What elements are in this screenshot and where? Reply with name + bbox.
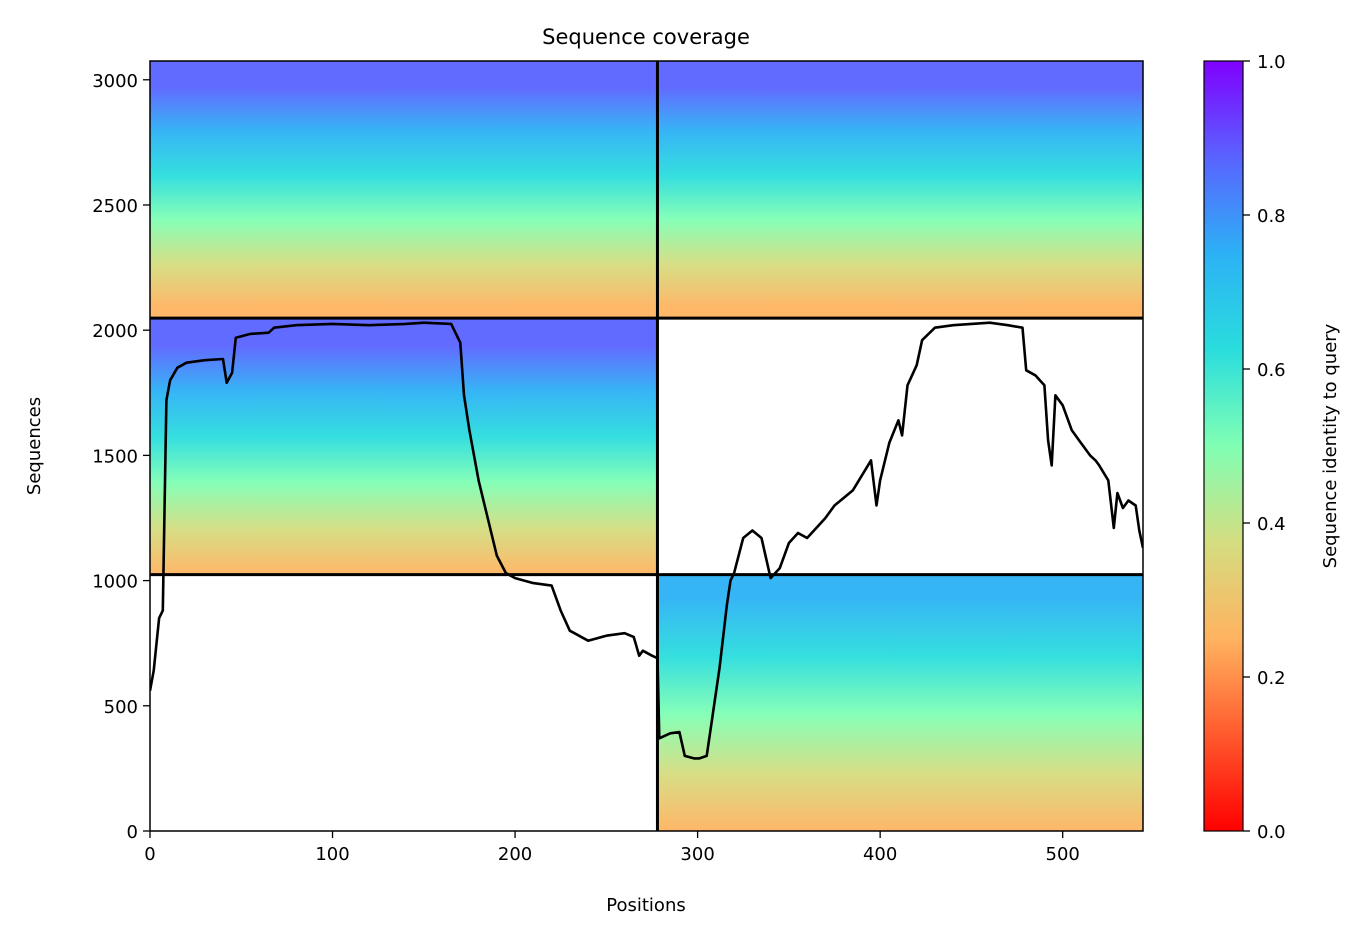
colorbar-tick-label: 0.4: [1257, 514, 1286, 535]
plot-area: [150, 61, 1143, 831]
colorbar-tick-label: 1.0: [1257, 52, 1286, 73]
colorbar-ticks: 0.0 0.2 0.4 0.6 0.8 1.0: [1243, 52, 1286, 843]
identity-blocks: [150, 61, 1143, 831]
identity-block-0: [150, 61, 1143, 319]
colorbar-tick-label: 0.2: [1257, 668, 1286, 689]
plot-frame: [149, 60, 1144, 832]
x-tick-label: 400: [863, 844, 897, 865]
identity-block-2: [657, 574, 1143, 831]
x-axis: 0 100 200 300 400 500: [144, 831, 1080, 865]
y-tick-label: 1000: [92, 572, 138, 593]
x-axis-label: Positions: [606, 895, 685, 916]
y-tick-label: 1500: [92, 446, 138, 467]
y-axis: 0 500 1000 1500 2000 2500 3000: [92, 71, 150, 843]
x-tick-label: 500: [1046, 844, 1080, 865]
colorbar: 0.0 0.2 0.4 0.6 0.8 1.0 Sequence identity to …: [1203, 52, 1341, 843]
colorbar-tick-label: 0.0: [1257, 822, 1286, 843]
x-tick-label: 300: [680, 844, 714, 865]
coverage-line-layer: [150, 321, 1143, 760]
colorbar-tick-label: 0.6: [1257, 360, 1286, 381]
x-tick-label: 0: [144, 844, 155, 865]
x-tick-label: 100: [315, 844, 349, 865]
y-tick-label: 2000: [92, 321, 138, 342]
colorbar-label: Sequence identity to query: [1320, 323, 1341, 568]
colorbar-tick-label: 0.8: [1257, 206, 1286, 227]
identity-block-1: [150, 318, 658, 575]
y-tick-label: 3000: [92, 71, 138, 92]
y-tick-label: 0: [127, 822, 138, 843]
x-tick-label: 200: [498, 844, 532, 865]
block-separators: [150, 61, 1143, 831]
y-tick-label: 2500: [92, 196, 138, 217]
chart-title: Sequence coverage: [542, 25, 750, 49]
y-axis-label: Sequences: [24, 397, 45, 495]
coverage-line: [150, 321, 1143, 760]
colorbar-gradient: [1203, 60, 1244, 832]
y-tick-label: 500: [104, 697, 138, 718]
